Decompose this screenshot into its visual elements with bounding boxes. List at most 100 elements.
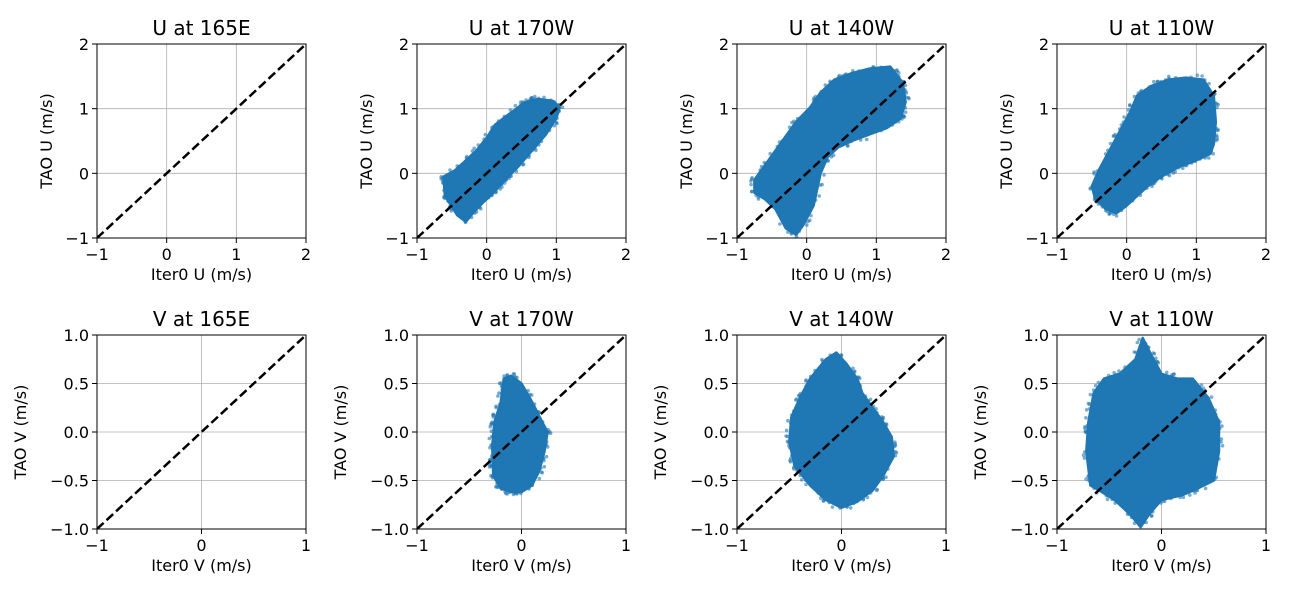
scatter-point [809, 213, 813, 218]
scatter-point [546, 427, 550, 432]
scatter-point [788, 421, 793, 425]
scatter-point [1111, 212, 1116, 217]
scatter-point [1108, 141, 1113, 146]
scatter-point [1203, 486, 1208, 491]
scatter-point [1106, 148, 1110, 153]
scatter-point [861, 497, 866, 502]
panel-6: −1 0 1 −1.0 −0.5 0.0 0.5 1.0 V at 170W Iter0 V (m… [331, 307, 631, 575]
scatter-point [446, 199, 450, 203]
scatter-point [439, 175, 444, 179]
scatter-point [851, 69, 855, 73]
reference-line [737, 335, 946, 529]
scatter-point [490, 193, 494, 197]
x-tick-label: 0 [482, 245, 492, 264]
scatter-point [857, 375, 861, 380]
scatter-point [1181, 495, 1186, 500]
scatter-point [509, 174, 513, 178]
reference-line [1057, 44, 1266, 238]
scatter-point [1105, 209, 1109, 214]
y-tick-label: −0.5 [690, 472, 729, 491]
y-tick-label: 2 [79, 35, 89, 54]
scatter-point [488, 445, 492, 450]
scatter-point [768, 151, 772, 156]
scatter-point [1082, 450, 1087, 454]
panel-3: −1 0 1 2 −1 0 1 2 U at 140W Iter0 U (m/s) TAO U (m… [677, 16, 951, 284]
x-tick-label: 2 [621, 245, 631, 264]
scatter-point [1100, 204, 1105, 209]
scatter-point [1173, 76, 1178, 80]
scatter-point [897, 119, 901, 124]
y-tick-label: 0 [719, 164, 729, 183]
scatter-point [821, 498, 826, 503]
scatter-point [1214, 133, 1219, 137]
scatter-point [820, 357, 824, 362]
scatter-point [903, 110, 908, 114]
y-axis-label: TAO U (m/s) [37, 93, 56, 189]
scatter-point [756, 195, 761, 199]
scatter-point [1147, 85, 1152, 89]
scatter-point [1129, 515, 1134, 520]
scatter-point [906, 95, 911, 100]
scatter-point [1216, 128, 1221, 132]
scatter-point [542, 95, 546, 100]
scatter-point [486, 195, 491, 200]
scatter-point [511, 372, 516, 376]
scatter-point [502, 374, 506, 378]
scatter-point [1093, 383, 1098, 388]
x-tick-label: 1 [941, 536, 951, 555]
scatter-point-cloud [1090, 76, 1218, 215]
y-tick-label: 1.0 [384, 326, 409, 345]
axes-frame [416, 43, 627, 239]
scatter-point [497, 391, 501, 395]
y-axis-label: TAO U (m/s) [997, 93, 1016, 189]
x-tick-label: 0 [516, 536, 526, 555]
y-tick-label: 0.0 [1024, 423, 1049, 442]
panel-title: V at 170W [469, 307, 574, 331]
scatter-point [497, 402, 502, 407]
scatter-point [775, 144, 780, 149]
panel-5: −1 0 1 −1.0 −0.5 0.0 0.5 1.0 V at 165E Iter0 V (m… [11, 307, 311, 575]
y-tick-label: 2 [719, 35, 729, 54]
scatter-point [778, 222, 782, 226]
scatter-point [804, 378, 808, 382]
x-tick-label: −1 [405, 245, 429, 264]
y-tick-label: 2 [1039, 35, 1049, 54]
panel-7: −1 0 1 −1.0 −0.5 0.0 0.5 1.0 V at 140W Iter0 V (m… [651, 307, 951, 575]
scatter-point [512, 491, 517, 496]
scatter-point [780, 139, 784, 143]
scatter-point [1189, 75, 1193, 80]
scatter-points [784, 351, 899, 510]
scatter-point [1215, 105, 1219, 110]
scatter-point [816, 491, 821, 495]
scatter-point [817, 194, 821, 198]
scatter-point [1114, 372, 1119, 377]
scatter-point [813, 368, 817, 373]
scatter-point [866, 399, 870, 403]
scatter-point [557, 109, 561, 113]
scatter-point [871, 65, 875, 69]
scatter-point [1219, 440, 1223, 444]
scatter-point [1213, 101, 1218, 105]
scatter-point [804, 482, 808, 487]
scatter-point [1159, 176, 1164, 180]
scatter-point [749, 182, 753, 187]
scatter-point [884, 424, 888, 429]
panel-2: −1 0 1 2 −1 0 1 2 U at 170W Iter0 U (m/s) TAO U (m… [357, 16, 631, 284]
scatter-point [1122, 115, 1126, 119]
x-tick-label: −1 [405, 536, 429, 555]
scatter-point [1209, 149, 1214, 153]
scatter-point [1154, 356, 1158, 361]
scatter-point [1137, 337, 1141, 342]
y-tick-label: 1.0 [64, 326, 89, 345]
scatter-point [491, 435, 495, 439]
scatter-point [1142, 520, 1146, 524]
y-tick-label: 0.5 [384, 375, 409, 394]
scatter-point [762, 160, 767, 165]
scatter-point [1083, 430, 1088, 434]
scatter-point [530, 483, 535, 488]
scatter-point [1095, 169, 1100, 173]
scatter-point [871, 404, 876, 409]
scatter-point [1150, 184, 1154, 189]
scatter-point [786, 230, 790, 234]
scatter-point [1155, 359, 1159, 364]
